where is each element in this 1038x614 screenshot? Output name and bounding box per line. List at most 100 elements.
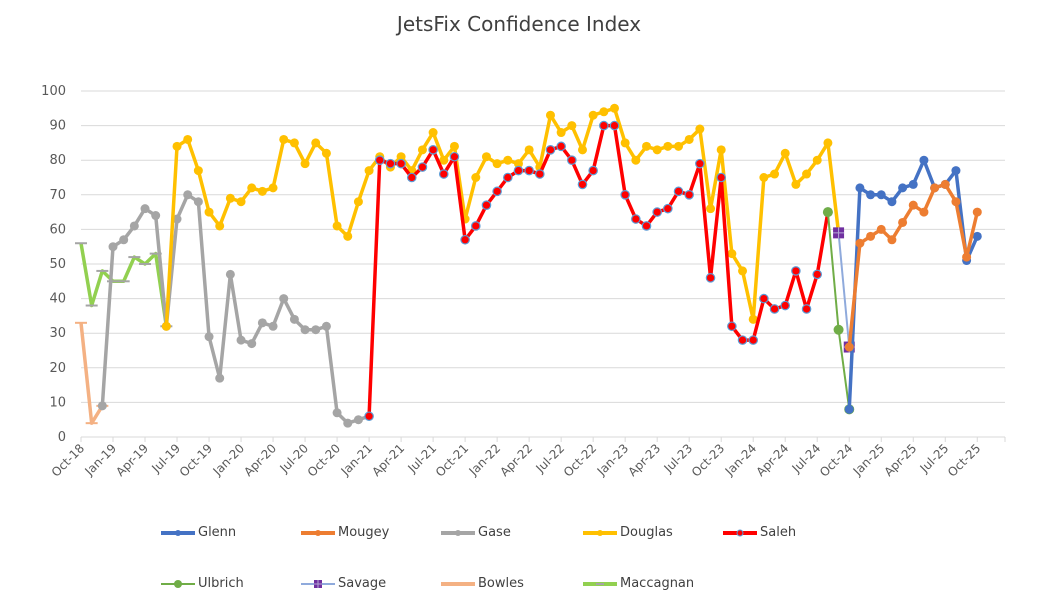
- point-glenn: [919, 155, 929, 165]
- point-gase: [172, 214, 182, 224]
- point-gase: [332, 408, 342, 418]
- point-douglas: [727, 249, 737, 259]
- point-saleh: [673, 186, 684, 197]
- point-douglas: [684, 134, 694, 144]
- point-douglas: [503, 155, 513, 165]
- point-douglas: [642, 141, 652, 151]
- point-saleh: [481, 200, 492, 210]
- point-saleh: [524, 165, 534, 176]
- legend-label: Saleh: [760, 525, 797, 540]
- point-douglas: [353, 197, 363, 207]
- point-saleh: [684, 190, 694, 200]
- point-glenn: [844, 404, 854, 414]
- legend-item-glenn: Glenn: [160, 525, 236, 540]
- point-mougey: [855, 238, 865, 248]
- x-tick-label: Jan-22: [466, 441, 504, 479]
- point-douglas: [172, 141, 182, 151]
- x-tick-label: Apr-24: [753, 441, 791, 479]
- point-douglas: [215, 221, 225, 231]
- x-tick-label: Oct-24: [817, 441, 855, 479]
- legend-item-maccagnan: Maccagnan: [582, 576, 694, 591]
- point-mougey: [898, 217, 908, 227]
- legend-label: Gase: [478, 525, 511, 540]
- point-saleh: [577, 179, 588, 190]
- point-gase: [300, 325, 310, 335]
- point-saleh: [780, 300, 791, 311]
- x-tick-label: Oct-25: [945, 441, 983, 479]
- point-douglas: [364, 166, 374, 176]
- point-saleh: [716, 172, 726, 183]
- point-douglas: [289, 138, 299, 148]
- legend-item-bowles: Bowles: [440, 576, 524, 591]
- point-saleh: [812, 269, 823, 280]
- point-saleh: [567, 155, 577, 165]
- point-douglas: [567, 121, 577, 131]
- point-douglas: [492, 159, 502, 169]
- y-tick-label: 30: [49, 326, 66, 341]
- series-saleh: [364, 120, 833, 422]
- point-douglas: [812, 155, 822, 165]
- legend-swatch-savage: [301, 579, 335, 588]
- x-tick-label: Oct-19: [177, 441, 215, 479]
- x-tick-label: Jan-25: [850, 441, 888, 479]
- x-axis: Oct-18Jan-19Apr-19Jul-19Oct-19Jan-20Apr-…: [49, 436, 1006, 480]
- series-douglas: [161, 103, 844, 331]
- point-saleh: [620, 190, 630, 200]
- point-douglas: [225, 193, 235, 203]
- x-tick-label: Oct-18: [49, 441, 87, 479]
- point-mougey: [876, 224, 886, 234]
- point-gase: [247, 339, 257, 349]
- point-saleh: [588, 165, 598, 176]
- point-saleh: [502, 172, 513, 183]
- point-gase: [215, 373, 225, 383]
- point-douglas: [311, 138, 321, 148]
- point-ulbrich: [822, 207, 833, 218]
- x-tick-label: Jan-23: [594, 441, 632, 479]
- y-tick-label: 90: [49, 119, 66, 134]
- point-glenn: [876, 190, 886, 200]
- legend-label: Douglas: [620, 525, 673, 540]
- point-saleh: [748, 335, 759, 345]
- x-tick-label: Apr-20: [241, 441, 279, 479]
- point-douglas: [204, 207, 214, 217]
- series-gase: [97, 190, 374, 428]
- legend-swatch-douglas: [583, 529, 617, 536]
- point-glenn: [951, 166, 961, 176]
- point-douglas: [706, 204, 716, 214]
- point-gase: [279, 294, 289, 304]
- point-douglas: [236, 197, 246, 207]
- legend-label: Mougey: [338, 525, 390, 540]
- point-saleh: [374, 155, 385, 165]
- point-douglas: [663, 141, 673, 151]
- point-glenn: [866, 190, 876, 200]
- point-mougey: [844, 342, 854, 352]
- legend-swatch-glenn: [161, 529, 195, 536]
- point-douglas: [695, 124, 705, 134]
- point-gase: [321, 321, 331, 331]
- x-tick-label: Jan-19: [82, 441, 120, 479]
- point-saleh: [663, 203, 673, 214]
- legend-swatch-ulbrich: [161, 579, 195, 588]
- point-mougey: [908, 200, 918, 210]
- point-douglas: [770, 169, 780, 179]
- point-douglas: [652, 145, 662, 155]
- legend-item-ulbrich: Ulbrich: [160, 576, 244, 591]
- point-mougey: [951, 197, 961, 207]
- legend-label: Bowles: [478, 576, 524, 591]
- point-douglas: [513, 159, 523, 169]
- legend-item-mougey: Mougey: [300, 525, 389, 540]
- point-saleh: [470, 221, 481, 231]
- point-savage: [833, 227, 845, 239]
- point-saleh: [406, 172, 417, 183]
- point-gase: [343, 418, 353, 428]
- point-douglas: [321, 148, 331, 158]
- x-tick-label: Oct-20: [305, 441, 343, 479]
- point-douglas: [183, 134, 193, 144]
- y-tick-label: 100: [41, 84, 66, 99]
- point-saleh: [599, 120, 609, 131]
- point-saleh: [460, 234, 470, 245]
- x-tick-label: Jan-24: [722, 441, 760, 479]
- point-saleh: [449, 151, 460, 162]
- point-gase: [236, 335, 246, 345]
